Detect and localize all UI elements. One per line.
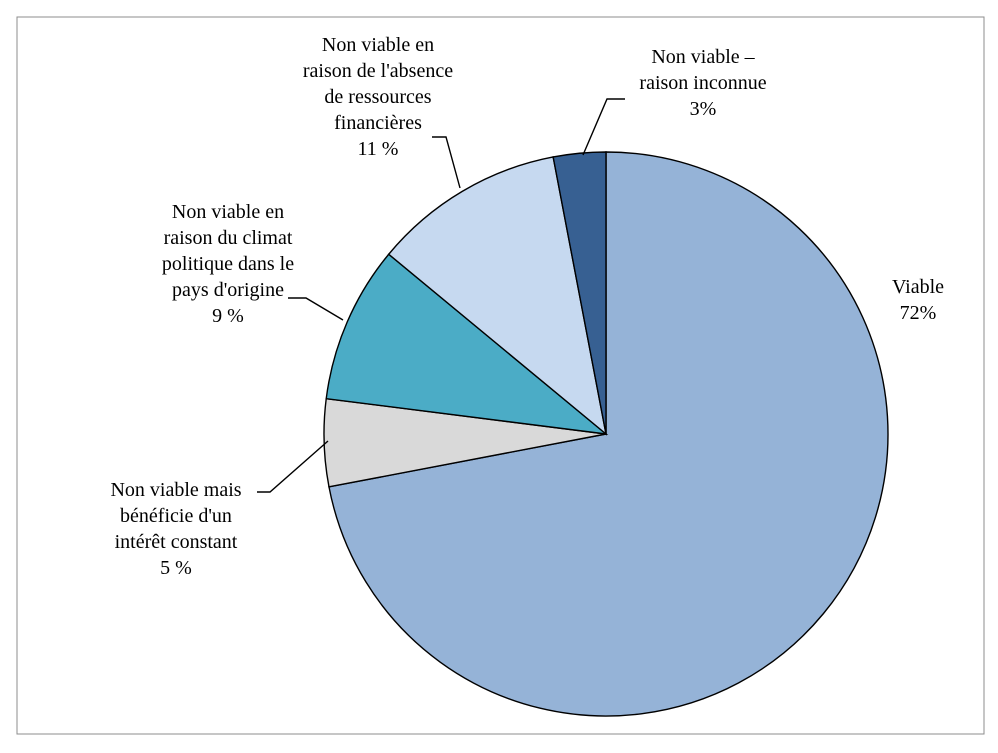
leader-line-constant-interest xyxy=(257,440,329,493)
pie-slice-political-climate xyxy=(325,253,609,435)
data-label-line: 9 % xyxy=(212,305,244,327)
data-label-line: 72% xyxy=(900,302,937,324)
data-label-line: Viable xyxy=(892,276,944,298)
pie-slice-viable xyxy=(328,151,889,717)
data-label-line: 11 % xyxy=(358,138,399,160)
data-label-line: raison du climat xyxy=(164,227,293,249)
data-label-line: Non viable mais xyxy=(110,479,241,501)
data-label-line: bénéficie d'un xyxy=(120,505,232,527)
data-label-line: Non viable en xyxy=(172,201,284,223)
data-label-line: intérêt constant xyxy=(115,531,238,553)
leader-line-financial xyxy=(432,136,461,189)
pie-slice-financial xyxy=(387,156,608,436)
data-label-line: 3% xyxy=(690,98,717,120)
data-label-constant-interest: Non viable mais bénéficie d'un intérêt con… xyxy=(110,479,241,579)
data-label-line: Non viable en xyxy=(322,34,434,56)
data-labels: Viable 72% Non viable mais bénéficie d'un in… xyxy=(110,34,944,579)
leader-line-political-climate xyxy=(288,297,344,321)
data-label-financial: Non viable en raison de l'absence de resso… xyxy=(303,34,453,160)
data-label-unknown: Non viable – raison inconnue 3% xyxy=(639,46,766,120)
leader-line-unknown xyxy=(582,98,625,156)
pie-slices xyxy=(323,151,889,717)
data-label-line: 5 % xyxy=(160,557,192,579)
data-label-line: politique dans le xyxy=(162,253,294,275)
data-label-line: financières xyxy=(334,112,422,134)
data-label-political-climate: Non viable en raison du climat politique d… xyxy=(162,201,294,327)
pie-slice-unknown xyxy=(552,151,607,435)
data-label-line: raison de l'absence xyxy=(303,60,453,82)
data-label-viable: Viable 72% xyxy=(892,276,944,324)
data-label-line: Non viable – xyxy=(651,46,755,68)
data-label-line: de ressources xyxy=(324,86,431,108)
data-label-line: raison inconnue xyxy=(639,72,766,94)
leader-lines xyxy=(257,98,625,493)
data-label-line: pays d'origine xyxy=(172,279,284,301)
